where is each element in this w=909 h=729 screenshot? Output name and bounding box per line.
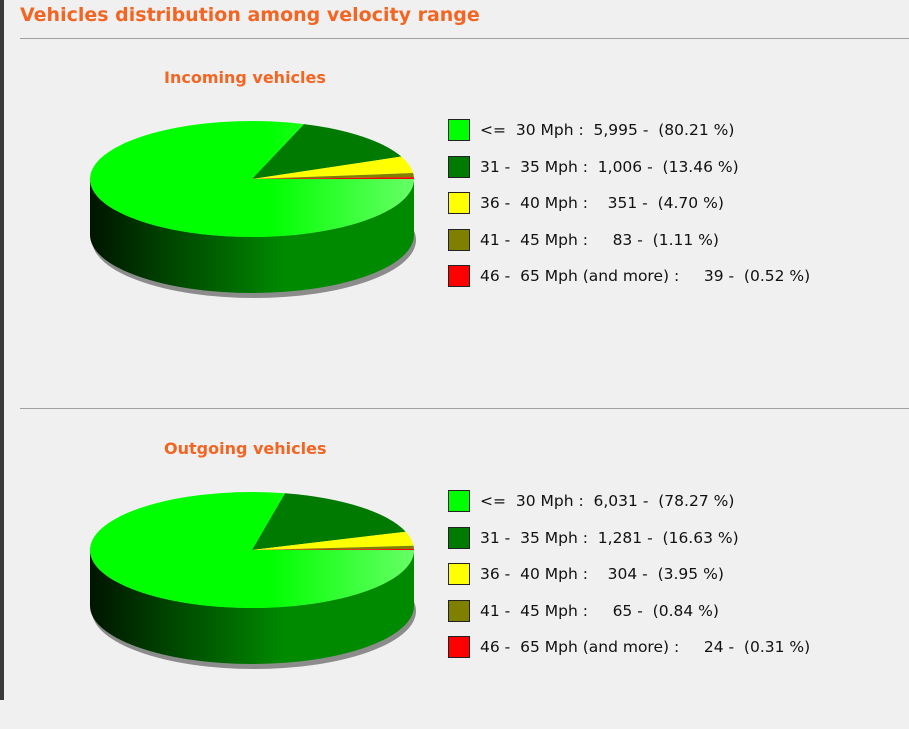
legend-label: 46 - 65 Mph (and more) : 39 - (0.52 %) xyxy=(480,267,811,285)
legend-item: 31 - 35 Mph : 1,281 - (16.63 %) xyxy=(448,526,810,550)
legend-item: 46 - 65 Mph (and more) : 24 - (0.31 %) xyxy=(448,635,810,659)
legend-swatch xyxy=(448,119,470,141)
chart-title: Incoming vehicles xyxy=(164,68,326,87)
legend-swatch xyxy=(448,192,470,214)
legend-swatch xyxy=(448,599,470,622)
legend-swatch xyxy=(448,228,470,251)
incoming-chart-section: Incoming vehicles <= 30 Mph : 5,995 - (8… xyxy=(0,68,909,348)
chart-title: Outgoing vehicles xyxy=(164,439,327,458)
page-title: Vehicles distribution among velocity ran… xyxy=(20,4,480,26)
pie-slice xyxy=(252,548,414,550)
window-left-border xyxy=(0,0,4,700)
legend-label: 41 - 45 Mph : 65 - (0.84 %) xyxy=(480,601,719,620)
pie-slice-side xyxy=(90,550,414,664)
legend-swatch xyxy=(448,155,470,178)
legend-item: 41 - 45 Mph : 83 - (1.11 %) xyxy=(448,228,810,252)
legend-label: 36 - 40 Mph : 351 - (4.70 %) xyxy=(480,194,724,212)
chart-legend: <= 30 Mph : 6,031 - (78.27 %) 31 - 35 Mp… xyxy=(448,489,810,672)
pie-slice xyxy=(252,173,414,179)
legend-label: 46 - 65 Mph (and more) : 24 - (0.31 %) xyxy=(480,638,811,656)
pie-slice-side xyxy=(90,179,414,293)
legend-swatch xyxy=(448,563,470,585)
title-divider xyxy=(20,38,909,39)
legend-label: 36 - 40 Mph : 304 - (3.95 %) xyxy=(480,565,724,583)
pie-slice xyxy=(252,493,406,550)
legend-swatch xyxy=(448,526,470,549)
legend-label: 31 - 35 Mph : 1,006 - (13.46 %) xyxy=(480,157,739,176)
legend-swatch xyxy=(448,265,470,287)
pie-slice xyxy=(252,177,414,179)
pie-slice xyxy=(252,124,402,179)
section-divider xyxy=(20,408,909,409)
pie-chart xyxy=(90,120,416,298)
legend-item: 46 - 65 Mph (and more) : 39 - (0.52 %) xyxy=(448,264,810,288)
legend-label: <= 30 Mph : 5,995 - (80.21 %) xyxy=(480,121,735,139)
legend-label: <= 30 Mph : 6,031 - (78.27 %) xyxy=(480,492,735,510)
chart-legend: <= 30 Mph : 5,995 - (80.21 %) 31 - 35 Mp… xyxy=(448,118,810,301)
pie-slice xyxy=(252,156,414,179)
legend-item: 36 - 40 Mph : 351 - (4.70 %) xyxy=(448,191,810,215)
pie-slice xyxy=(252,531,414,550)
legend-item: 31 - 35 Mph : 1,006 - (13.46 %) xyxy=(448,155,810,179)
legend-label: 41 - 45 Mph : 83 - (1.11 %) xyxy=(480,230,719,249)
legend-item: <= 30 Mph : 5,995 - (80.21 %) xyxy=(448,118,810,142)
legend-item: 41 - 45 Mph : 65 - (0.84 %) xyxy=(448,599,810,623)
outgoing-chart-section: Outgoing vehicles <= 30 Mph : 6,031 - (7… xyxy=(0,439,909,719)
legend-swatch xyxy=(448,636,470,658)
pie-chart xyxy=(90,492,416,669)
legend-label: 31 - 35 Mph : 1,281 - (16.63 %) xyxy=(480,528,739,547)
legend-item: 36 - 40 Mph : 304 - (3.95 %) xyxy=(448,562,810,586)
pie-slice xyxy=(252,545,414,550)
legend-swatch xyxy=(448,490,470,512)
legend-item: <= 30 Mph : 6,031 - (78.27 %) xyxy=(448,489,810,513)
